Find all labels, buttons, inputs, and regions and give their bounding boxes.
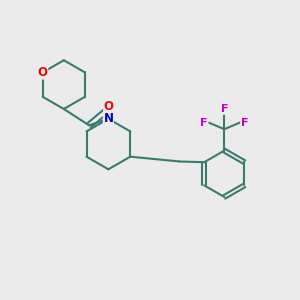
Text: N: N	[103, 112, 113, 125]
Text: F: F	[241, 118, 248, 128]
Text: O: O	[104, 100, 114, 113]
Text: F: F	[200, 118, 208, 128]
Text: F: F	[220, 104, 228, 114]
Text: O: O	[38, 66, 48, 79]
